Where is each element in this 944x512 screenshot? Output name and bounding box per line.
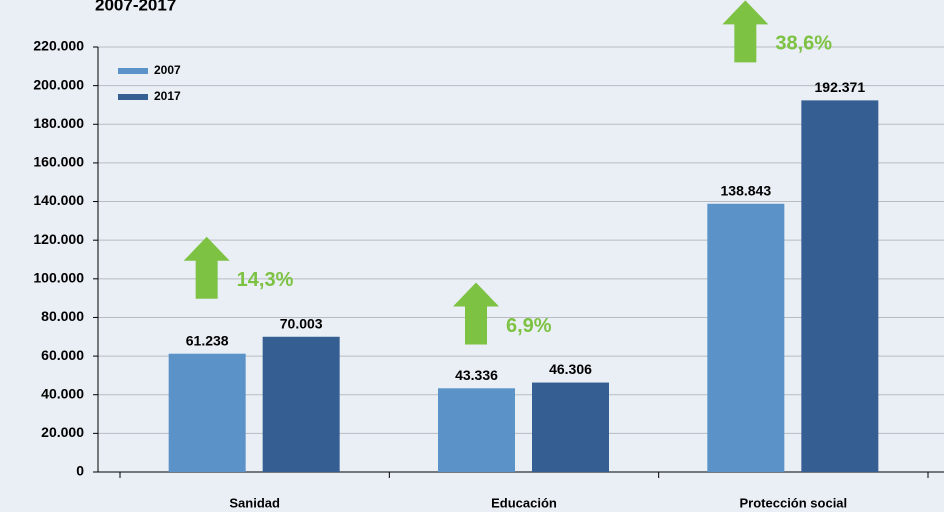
y-tick-label: 60.000 — [41, 347, 84, 363]
legend-swatch — [118, 68, 148, 74]
y-tick-label: 80.000 — [41, 308, 84, 324]
bar — [707, 203, 785, 472]
y-tick-label: 0 — [76, 463, 84, 479]
y-tick-label: 160.000 — [33, 154, 84, 170]
bar — [168, 353, 246, 472]
x-tick-label: Protección social — [740, 495, 848, 510]
bar — [532, 382, 609, 472]
annotation: 14,3% — [237, 269, 294, 291]
y-tick-label: 20.000 — [41, 424, 84, 440]
annotation: 6,9% — [506, 315, 552, 337]
legend-label: 2007 — [154, 63, 181, 77]
y-tick-label: 200.000 — [33, 76, 84, 92]
y-tick-label: 120.000 — [33, 231, 84, 247]
y-tick-label: 40.000 — [41, 385, 84, 401]
value-label: 61.238 — [186, 332, 229, 348]
bar — [801, 100, 879, 472]
value-label: 46.306 — [549, 361, 592, 377]
arrow — [722, 0, 769, 63]
x-tick-label: Educación — [491, 495, 557, 510]
legend-swatch — [118, 94, 148, 100]
annotation: 38,6% — [775, 33, 832, 55]
y-tick-label: 180.000 — [33, 115, 84, 131]
value-label: 192.371 — [815, 79, 866, 95]
bar — [438, 388, 515, 472]
y-tick-label: 100.000 — [33, 270, 84, 286]
value-label: 70.003 — [280, 315, 323, 331]
chart-title: 2007-2017 — [95, 0, 176, 14]
value-label: 43.336 — [455, 367, 498, 383]
y-tick-label: 140.000 — [33, 192, 84, 208]
value-label: 138.843 — [721, 182, 772, 198]
bar — [262, 336, 340, 472]
x-tick-label: Sanidad — [229, 495, 280, 510]
arrow — [183, 236, 230, 299]
legend-label: 2017 — [154, 89, 181, 103]
arrow — [453, 282, 499, 345]
y-tick-label: 220.000 — [33, 38, 84, 54]
